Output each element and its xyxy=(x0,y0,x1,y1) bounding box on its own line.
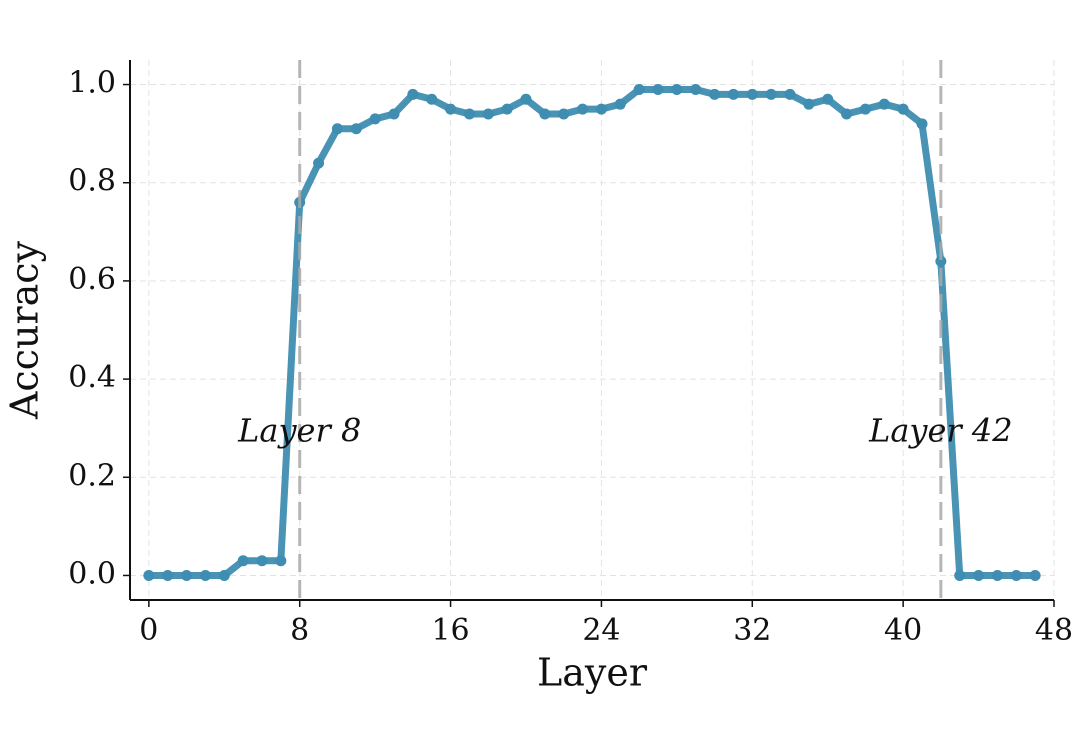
x-tick-label: 32 xyxy=(733,613,771,648)
data-point xyxy=(727,88,739,100)
data-point xyxy=(1029,569,1041,581)
data-point xyxy=(1010,569,1022,581)
x-tick-label: 40 xyxy=(884,613,922,648)
data-point xyxy=(709,88,721,100)
data-point xyxy=(520,93,532,105)
data-point xyxy=(935,255,947,267)
y-tick-label: 0.0 xyxy=(68,556,116,591)
data-line xyxy=(148,85,1036,579)
data-point xyxy=(331,123,343,135)
data-point xyxy=(143,569,155,581)
data-point xyxy=(841,108,853,120)
data-point xyxy=(426,93,438,105)
y-tick-label: 0.4 xyxy=(68,360,116,395)
data-point xyxy=(463,108,475,120)
data-point xyxy=(539,108,551,120)
data-point xyxy=(784,88,796,100)
x-tick-label: 48 xyxy=(1035,613,1073,648)
data-point xyxy=(652,83,664,95)
x-tick-label: 24 xyxy=(582,613,620,648)
x-tick-label: 16 xyxy=(431,613,469,648)
data-point xyxy=(746,88,758,100)
data-point xyxy=(445,103,457,115)
data-point xyxy=(350,123,362,135)
data-point xyxy=(199,569,211,581)
x-axis-label: Layer xyxy=(537,651,648,695)
data-point xyxy=(991,569,1003,581)
data-point xyxy=(577,103,589,115)
annotation-label: Layer 42 xyxy=(868,412,1013,450)
x-tick-label: 0 xyxy=(139,613,158,648)
data-point xyxy=(256,555,268,567)
y-axis-label: Accuracy xyxy=(3,240,47,420)
data-point xyxy=(162,569,174,581)
data-point xyxy=(765,88,777,100)
data-point xyxy=(313,157,325,169)
annotation-label: Layer 8 xyxy=(237,412,361,450)
data-point xyxy=(614,98,626,110)
data-point xyxy=(482,108,494,120)
data-point xyxy=(878,98,890,110)
data-point xyxy=(897,103,909,115)
data-point xyxy=(369,113,381,125)
data-point xyxy=(859,103,871,115)
data-point xyxy=(407,88,419,100)
data-point xyxy=(388,108,400,120)
data-point xyxy=(954,569,966,581)
data-point xyxy=(803,98,815,110)
data-point xyxy=(237,555,249,567)
data-point xyxy=(181,569,193,581)
data-point xyxy=(558,108,570,120)
data-point xyxy=(218,569,230,581)
data-point xyxy=(916,118,928,130)
data-point xyxy=(671,83,683,95)
data-point xyxy=(501,103,513,115)
y-tick-label: 0.6 xyxy=(68,262,116,297)
data-point xyxy=(973,569,985,581)
data-point xyxy=(275,555,287,567)
data-point xyxy=(595,103,607,115)
data-point xyxy=(633,83,645,95)
x-tick-label: 8 xyxy=(290,613,309,648)
y-tick-label: 0.8 xyxy=(68,164,116,199)
data-point xyxy=(822,93,834,105)
y-tick-label: 1.0 xyxy=(68,66,116,101)
data-point xyxy=(690,83,702,95)
y-tick-label: 0.2 xyxy=(68,458,116,493)
